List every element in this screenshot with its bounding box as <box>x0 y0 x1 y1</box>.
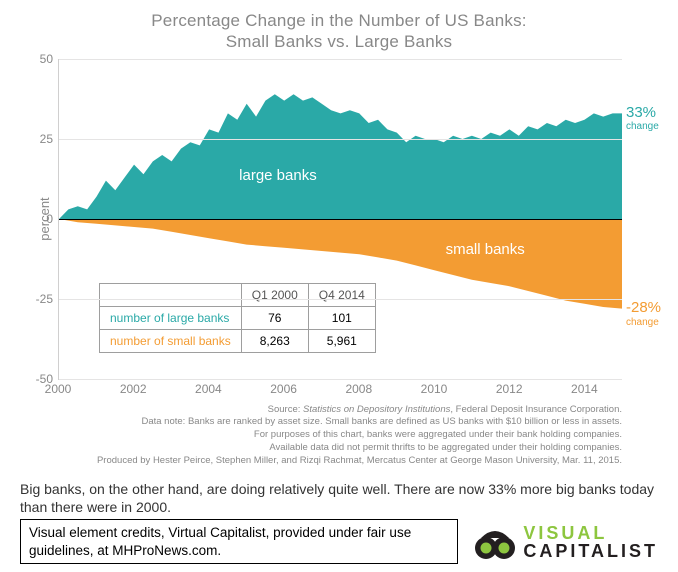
inset-row-large: number of large banks 76 101 <box>100 306 376 329</box>
end-label-large: 33% change <box>626 105 659 133</box>
chart-container: Percentage Change in the Number of US Ba… <box>0 0 678 474</box>
end-sub-large: change <box>626 121 659 132</box>
x-tick: 2000 <box>45 382 72 396</box>
inset-header-row: Q1 2000 Q4 2014 <box>100 283 376 306</box>
inset-col-1: Q1 2000 <box>241 283 308 306</box>
x-tick: 2002 <box>120 382 147 396</box>
caption-text: Big banks, on the other hand, are doing … <box>20 480 658 518</box>
y-tick: 50 <box>29 52 53 66</box>
title-line-2: Small Banks vs. Large Banks <box>226 32 453 51</box>
x-tick: 2006 <box>270 382 297 396</box>
x-tick: 2004 <box>195 382 222 396</box>
footnote-2: For purposes of this chart, banks were a… <box>58 429 622 442</box>
footnote-3: Available data did not permit thrifts to… <box>58 442 622 455</box>
inset-col-2: Q4 2014 <box>308 283 375 306</box>
footnote-4: Produced by Hester Peirce, Stephen Mille… <box>58 455 622 468</box>
end-sub-small: change <box>626 317 661 328</box>
footnotes: Source: Statistics on Depository Institu… <box>58 404 622 468</box>
inset-small-q1: 8,263 <box>241 329 308 352</box>
inset-col-blank <box>100 283 242 306</box>
footnote-0: Source: Statistics on Depository Institu… <box>58 404 622 417</box>
binoculars-icon <box>473 522 517 562</box>
inset-label-large: number of large banks <box>100 306 242 329</box>
end-value-large: 33% <box>626 105 659 122</box>
y-tick: -25 <box>29 292 53 306</box>
x-axis-ticks: 20002002200420062008201020122014 <box>58 380 622 398</box>
logo-text: VISUAL CAPITALIST <box>523 524 658 560</box>
inset-row-small: number of small banks 8,263 5,961 <box>100 329 376 352</box>
credits-box: Visual element credits, Virtual Capitali… <box>20 519 458 564</box>
end-label-small: -28% change <box>626 300 661 328</box>
inset-large-q4: 101 <box>308 306 375 329</box>
logo-line-1: VISUAL <box>523 524 658 542</box>
footnote-1: Data note: Banks are ranked by asset siz… <box>58 416 622 429</box>
chart-title: Percentage Change in the Number of US Ba… <box>20 10 658 53</box>
y-tick: 25 <box>29 132 53 146</box>
credits-row: Visual element credits, Virtual Capitali… <box>20 519 658 564</box>
inset-label-small: number of small banks <box>100 329 242 352</box>
y-tick: 0 <box>29 212 53 226</box>
plot-area: percent large banks small banks 33% chan… <box>58 59 622 380</box>
inset-small-q4: 5,961 <box>308 329 375 352</box>
x-tick: 2012 <box>496 382 523 396</box>
inset-large-q1: 76 <box>241 306 308 329</box>
x-tick: 2010 <box>421 382 448 396</box>
inset-table: Q1 2000 Q4 2014 number of large banks 76… <box>99 283 376 353</box>
x-tick: 2014 <box>571 382 598 396</box>
end-value-small: -28% <box>626 300 661 317</box>
title-line-1: Percentage Change in the Number of US Ba… <box>151 11 526 30</box>
visual-capitalist-logo: VISUAL CAPITALIST <box>473 522 658 562</box>
x-tick: 2008 <box>345 382 372 396</box>
logo-line-2: CAPITALIST <box>523 542 658 560</box>
